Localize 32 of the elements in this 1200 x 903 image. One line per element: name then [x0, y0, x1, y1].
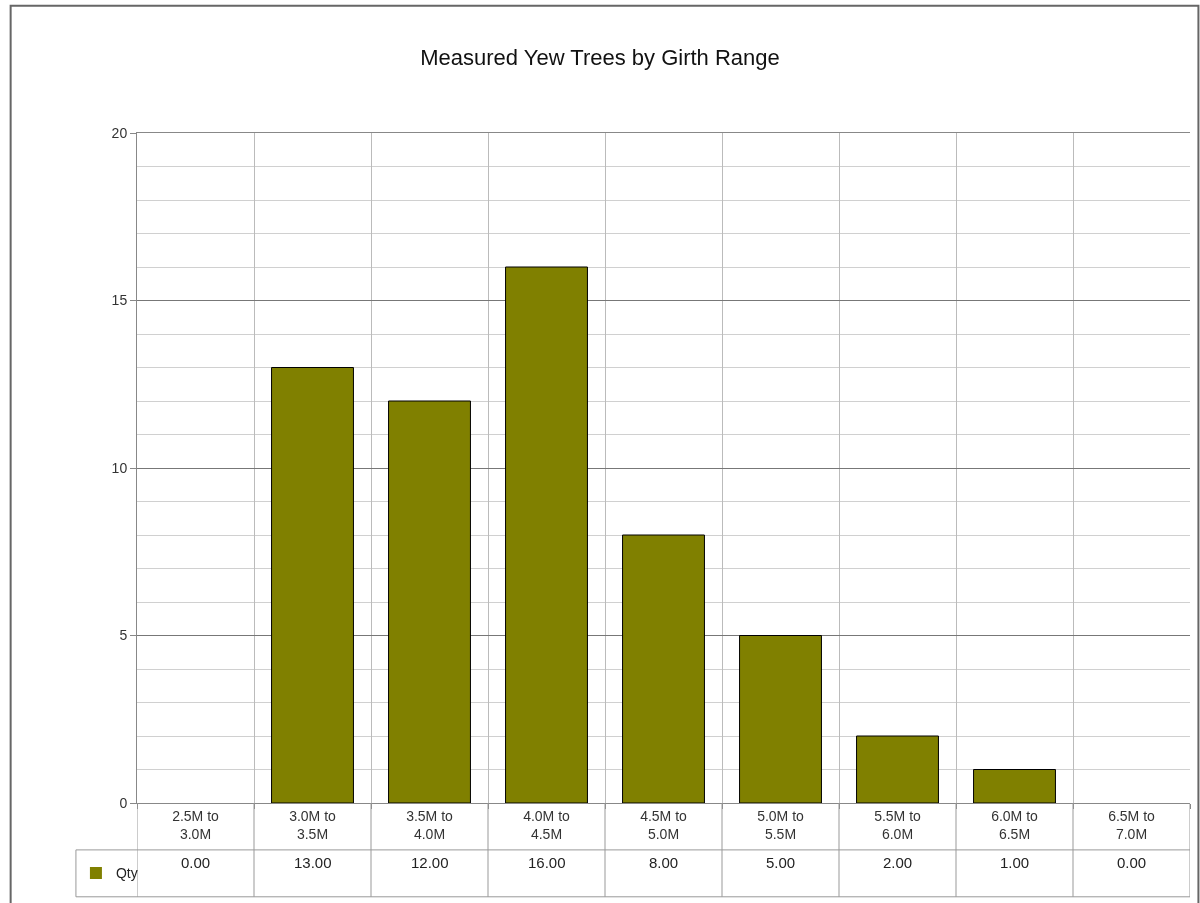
x-tick-label: 4.5M to 5.0M	[640, 807, 688, 842]
x-tick-label: 5.0M to 5.5M	[757, 807, 805, 842]
x-tick-label: 3.5M to 4.0M	[406, 807, 454, 842]
x-tick-label: 6.0M to 6.5M	[991, 807, 1039, 842]
y-tick-label: 5	[119, 627, 128, 644]
text: 16.00	[528, 854, 566, 871]
bar	[973, 769, 1056, 803]
bar	[505, 266, 588, 803]
text: 1.00	[1000, 854, 1030, 871]
bar	[856, 735, 939, 803]
x-tick-label: 5.5M to 6.0M	[874, 807, 922, 842]
text: 5.00	[766, 854, 796, 871]
x-tick-label: 6.5M to 7.0M	[1108, 807, 1156, 842]
bar	[739, 635, 822, 803]
x-tick-label: 4.0M to 4.5M	[523, 807, 571, 842]
bar	[622, 534, 705, 803]
y-tick-label: 10	[111, 459, 128, 476]
y-tick-label: 20	[111, 124, 128, 141]
chart-title: Measured Yew Trees by Girth Range	[420, 45, 780, 71]
text: 8.00	[649, 854, 679, 871]
x-tick-label: 3.0M to 3.5M	[289, 807, 337, 842]
y-tick-label: 0	[119, 794, 128, 811]
bar	[271, 367, 354, 803]
text: 0.00	[1117, 854, 1147, 871]
legend-label: Qty	[115, 865, 138, 882]
bar	[388, 400, 471, 803]
x-tick-label: 2.5M to 3.0M	[172, 807, 220, 842]
text: 13.00	[294, 854, 332, 871]
y-tick-label: 15	[111, 292, 128, 309]
text: 2.00	[883, 854, 913, 871]
text: 0.00	[181, 854, 211, 871]
text: 12.00	[411, 854, 449, 871]
